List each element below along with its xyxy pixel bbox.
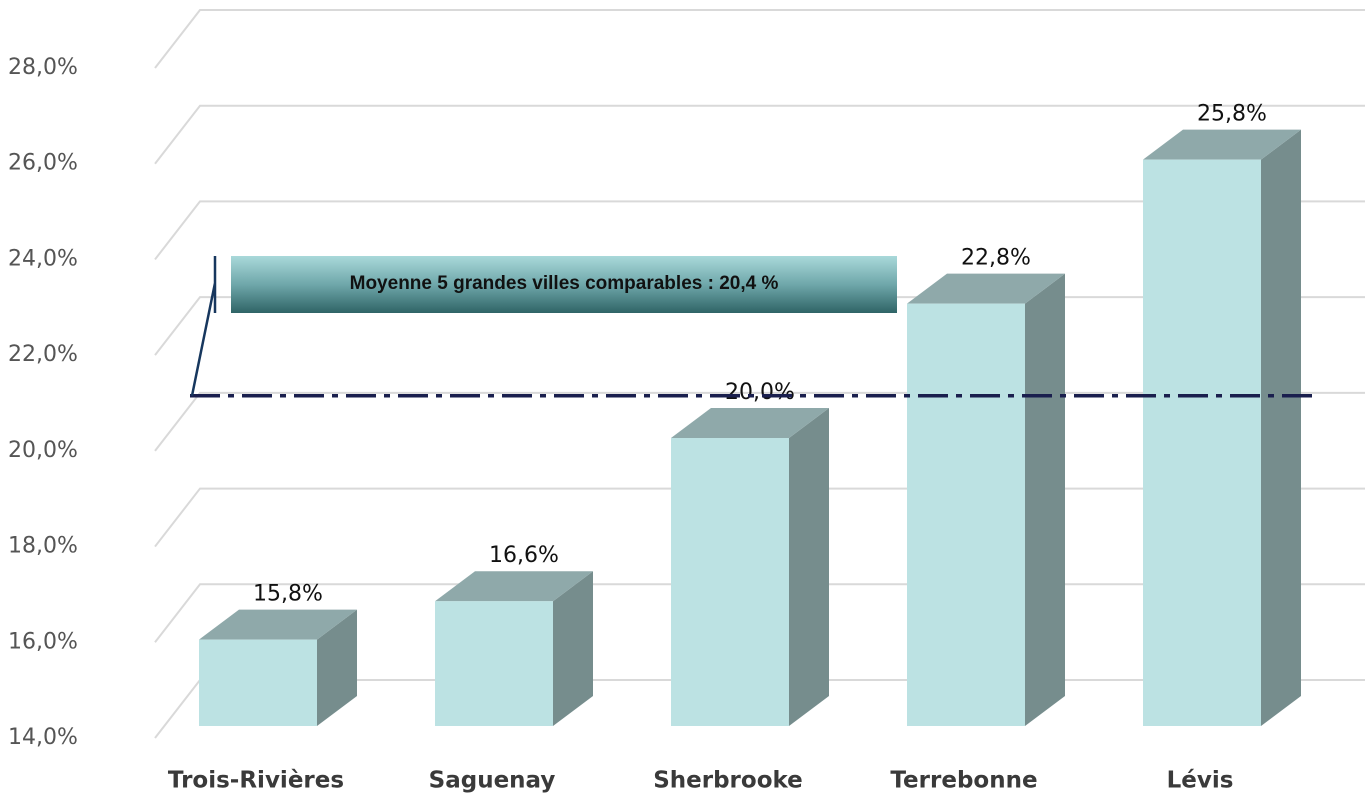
bar-side xyxy=(317,609,357,726)
bar xyxy=(199,639,317,726)
y-tick-label: 28,0% xyxy=(8,55,78,80)
bar-top xyxy=(199,609,357,640)
x-tick-label: Saguenay xyxy=(429,768,556,794)
bar-top xyxy=(907,273,1065,304)
value-label: 22,8% xyxy=(961,246,1031,271)
y-tick-label: 14,0% xyxy=(8,725,78,750)
y-tick-label: 20,0% xyxy=(8,438,78,463)
y-tick-label: 18,0% xyxy=(8,534,78,559)
x-tick-label: Lévis xyxy=(1167,768,1234,794)
bar xyxy=(671,438,789,726)
bar-top xyxy=(435,571,593,602)
grid-line xyxy=(154,104,1365,165)
grid-line xyxy=(154,200,1365,261)
annotation: Moyenne 5 grandes villes comparables : 2… xyxy=(350,273,779,294)
value-label: 16,6% xyxy=(489,543,559,568)
callout-line xyxy=(190,256,217,396)
annotation-box xyxy=(231,256,897,313)
bar-side xyxy=(553,571,593,726)
value-label: 20,0% xyxy=(725,380,795,405)
bar-top xyxy=(671,408,829,438)
value-label: 25,8% xyxy=(1197,102,1267,127)
bar-side xyxy=(1261,129,1301,727)
x-tick-label: Trois-Rivières xyxy=(168,768,344,794)
grid-line xyxy=(154,9,1365,69)
bar xyxy=(435,601,553,726)
x-tick-label: Sherbrooke xyxy=(653,768,803,794)
y-tick-label: 26,0% xyxy=(8,151,78,176)
bar-top xyxy=(1143,129,1301,160)
y-tick-label: 24,0% xyxy=(8,246,78,271)
bar xyxy=(1143,159,1261,727)
y-tick-label: 22,0% xyxy=(8,342,78,367)
x-tick-label: Terrebonne xyxy=(890,768,1037,794)
bar-side xyxy=(789,408,829,726)
bar-side xyxy=(1025,273,1065,726)
y-tick-label: 16,0% xyxy=(8,629,78,654)
value-label: 15,8% xyxy=(253,582,323,607)
bar xyxy=(907,303,1025,726)
